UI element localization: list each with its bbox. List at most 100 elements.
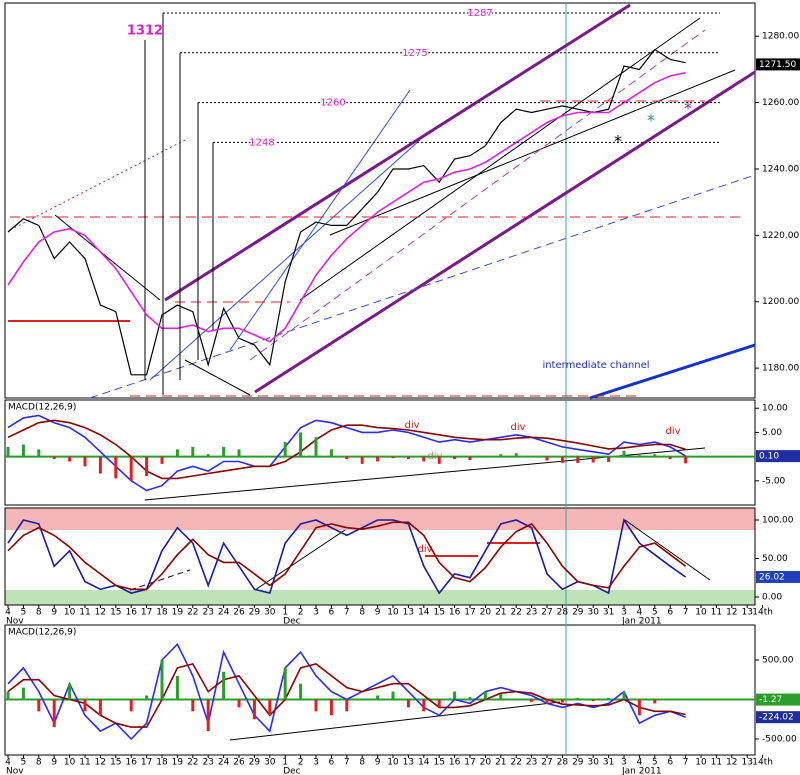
histogram-bar [560, 456, 564, 463]
histogram-bar [237, 449, 241, 457]
x-tick-label: 14th [752, 608, 773, 618]
x-tick-label: 17 [141, 758, 152, 768]
x-tick-label: 10 [64, 608, 76, 618]
histogram-bar [6, 691, 10, 700]
y-tick-label: -500.00 [762, 734, 797, 744]
histogram-bar [237, 699, 241, 708]
histogram-bar [499, 454, 503, 457]
y-tick-label: 100.00 [762, 516, 794, 526]
histogram-bar [314, 699, 318, 712]
trend-line [184, 359, 251, 396]
x-tick-label: 8 [359, 608, 365, 618]
histogram-bar [160, 456, 164, 464]
month-label: Nov [6, 617, 24, 627]
histogram-bar [653, 454, 657, 457]
x-tick-label: 10 [695, 608, 707, 618]
x-tick-label: 19 [172, 758, 184, 768]
histogram-bar [622, 691, 626, 700]
target-label: 1248 [249, 137, 274, 148]
x-tick-label: 14 [418, 758, 430, 768]
x-tick-label: 7 [344, 758, 350, 768]
target-label: 1260 [320, 98, 345, 109]
x-tick-label: 4 [637, 758, 643, 768]
histogram-bar [391, 456, 395, 459]
trend-line [254, 529, 346, 591]
x-tick-label: 22 [510, 758, 521, 768]
histogram-bar [6, 446, 10, 457]
series-line [7, 414, 687, 492]
histogram-bar [175, 449, 179, 457]
histogram-bar [268, 699, 272, 716]
histogram-bar [52, 456, 56, 460]
last-value-tag [756, 693, 800, 706]
histogram-bar [206, 454, 210, 457]
x-tick-label: 10 [387, 758, 399, 768]
annotation: div [404, 420, 419, 431]
series-line [7, 517, 687, 595]
oversold-band [5, 590, 755, 605]
histogram-bar [283, 442, 287, 457]
histogram-bar [21, 444, 25, 457]
x-tick-label: 28 [557, 758, 569, 768]
x-tick-label: 18 [156, 608, 168, 618]
histogram-bar [437, 699, 441, 708]
histogram-bar [129, 456, 133, 481]
series-line [7, 521, 687, 591]
x-tick-label: 17 [464, 758, 475, 768]
x-tick-label: 28 [557, 608, 569, 618]
annotation: div [510, 422, 525, 433]
x-tick-label: 1 [282, 608, 288, 618]
month-label: Nov [6, 767, 24, 775]
panel-title: MACD(12,26,9) [8, 403, 76, 413]
trend-line [299, 17, 701, 301]
histogram-bar [329, 449, 333, 457]
annotation: intermediate channel [542, 360, 649, 371]
x-tick-label: 3 [621, 758, 627, 768]
x-tick-label: 30 [587, 608, 599, 618]
histogram-bar [52, 699, 56, 728]
x-tick-label: 11 [79, 758, 90, 768]
histogram-bar [468, 456, 472, 460]
annotation: * [614, 132, 622, 151]
y-tick-label: 1180.00 [762, 364, 799, 374]
x-tick-label: 29 [249, 758, 261, 768]
y-tick-label: 1260.00 [762, 98, 799, 108]
histogram-bar [637, 699, 641, 716]
histogram-bar [299, 432, 303, 457]
x-tick-label: 23 [526, 608, 537, 618]
last-value-tag [756, 58, 800, 71]
x-tick-label: 12 [95, 608, 106, 618]
x-tick-label: 11 [711, 608, 722, 618]
histogram-bar [560, 699, 564, 703]
histogram-bar [376, 456, 380, 462]
month-label: Dec [283, 767, 300, 775]
histogram-bar [98, 456, 102, 474]
series-line [7, 662, 686, 728]
month-label: Jan 2011 [621, 617, 662, 627]
x-tick-label: 13 [741, 758, 752, 768]
x-tick-label: 22 [187, 608, 198, 618]
histogram-bar [360, 456, 364, 464]
histogram-bar [252, 699, 256, 720]
y-tick-label: 10.00 [762, 404, 788, 414]
histogram-bar [514, 453, 518, 457]
histogram-bar [314, 437, 318, 457]
last-value-label: 26.02 [759, 572, 785, 582]
x-tick-label: 30 [264, 758, 276, 768]
x-tick-label: 11 [711, 758, 722, 768]
histogram-bar [499, 693, 503, 700]
x-tick-label: 20 [480, 608, 492, 618]
x-tick-label: 17 [464, 608, 475, 618]
histogram-bar [422, 456, 426, 462]
trend-line [624, 519, 711, 581]
series-line [7, 71, 686, 343]
series-line [7, 48, 686, 376]
x-tick-label: 7 [683, 608, 689, 618]
trend-line [249, 29, 706, 361]
x-tick-label: 16 [125, 758, 137, 768]
trend-lines [8, 3, 756, 400]
histogram-bar [607, 697, 611, 700]
trend-line [149, 139, 421, 381]
histogram-bar [206, 699, 210, 732]
